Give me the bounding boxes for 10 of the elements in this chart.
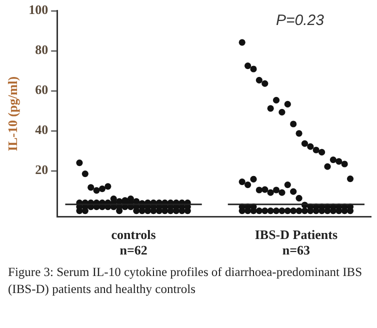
y-tick-label: 20 — [35, 162, 48, 178]
y-tick-label: 80 — [35, 42, 48, 58]
y-tick-label: 40 — [35, 122, 48, 138]
y-tick-label: 100 — [28, 2, 48, 18]
caption: Figure 3: Serum IL-10 cytokine profiles of diarrhoea-predominant IBS (IBS-D) patients and healthy controls — [7, 264, 364, 298]
x-tick-label: IBS-D Patients n=63 — [254, 226, 338, 258]
annotation: P=0.23 — [275, 12, 325, 29]
y-tick-label: 60 — [35, 82, 48, 98]
y-axis-title: IL-10 (pg/ml) — [5, 76, 20, 152]
x-tick-label: controls n=62 — [111, 226, 156, 258]
